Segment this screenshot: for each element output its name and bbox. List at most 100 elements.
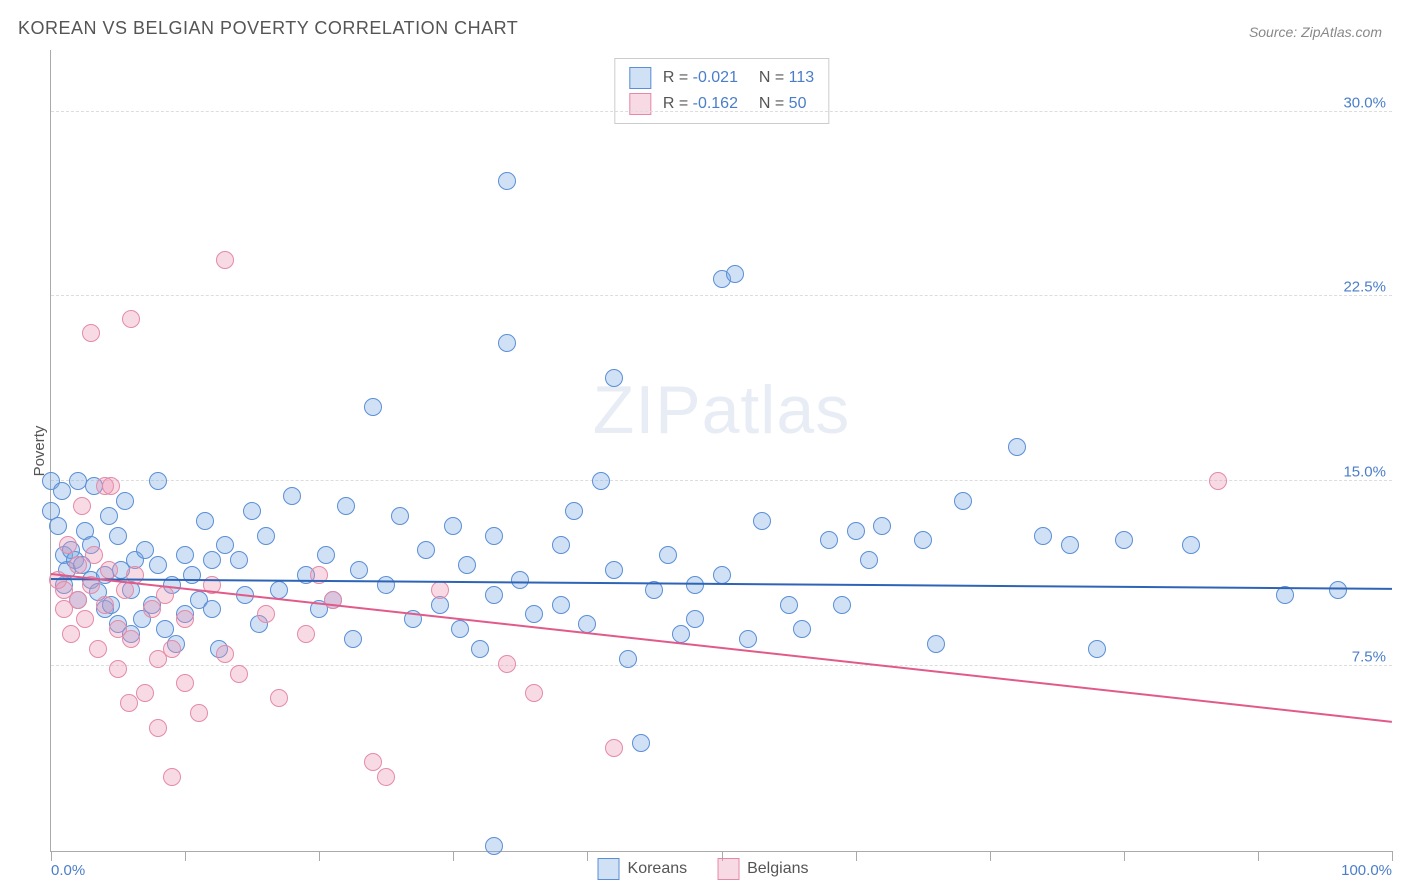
- scatter-point: [283, 487, 301, 505]
- scatter-point: [364, 753, 382, 771]
- source-attribution: Source: ZipAtlas.com: [1249, 24, 1382, 40]
- chart-title: KOREAN VS BELGIAN POVERTY CORRELATION CH…: [18, 18, 518, 39]
- scatter-point: [713, 566, 731, 584]
- x-axis-min-label: 0.0%: [51, 862, 85, 879]
- source-link[interactable]: ZipAtlas.com: [1301, 24, 1382, 40]
- scatter-point: [216, 645, 234, 663]
- scatter-point: [1088, 640, 1106, 658]
- gridline: [51, 295, 1392, 296]
- scatter-point: [605, 561, 623, 579]
- scatter-point: [183, 566, 201, 584]
- scatter-point: [525, 684, 543, 702]
- legend-item: Belgians: [717, 858, 808, 880]
- scatter-point: [672, 625, 690, 643]
- legend-label: Belgians: [747, 860, 808, 878]
- scatter-point: [122, 310, 140, 328]
- scatter-point: [176, 674, 194, 692]
- scatter-point: [122, 630, 140, 648]
- watermark-atlas: atlas: [702, 372, 851, 448]
- scatter-point: [498, 334, 516, 352]
- scatter-point: [89, 640, 107, 658]
- x-axis-max-label: 100.0%: [1341, 862, 1392, 879]
- scatter-point: [927, 635, 945, 653]
- scatter-point: [592, 472, 610, 490]
- scatter-point: [49, 517, 67, 535]
- y-axis-label: Poverty: [31, 426, 48, 477]
- scatter-point: [96, 596, 114, 614]
- scatter-point: [196, 512, 214, 530]
- scatter-point: [1182, 536, 1200, 554]
- scatter-point: [619, 650, 637, 668]
- scatter-point: [954, 492, 972, 510]
- scatter-point: [149, 472, 167, 490]
- scatter-point: [1115, 531, 1133, 549]
- source-label: Source:: [1249, 24, 1297, 40]
- scatter-point: [451, 620, 469, 638]
- scatter-point: [377, 768, 395, 786]
- scatter-point: [833, 596, 851, 614]
- scatter-point: [753, 512, 771, 530]
- x-tick: [51, 851, 52, 861]
- scatter-point: [632, 734, 650, 752]
- chart-container: Poverty ZIPatlas R = -0.021 N = 113R = -…: [50, 50, 1392, 852]
- y-tick-label: 22.5%: [1343, 279, 1386, 296]
- scatter-point: [1209, 472, 1227, 490]
- scatter-point: [485, 837, 503, 855]
- watermark: ZIPatlas: [593, 371, 850, 449]
- scatter-point: [116, 492, 134, 510]
- scatter-point: [739, 630, 757, 648]
- scatter-point: [344, 630, 362, 648]
- scatter-point: [471, 640, 489, 658]
- scatter-point: [417, 541, 435, 559]
- x-tick: [587, 851, 588, 861]
- scatter-point: [485, 586, 503, 604]
- series-legend: Koreans Belgians: [598, 858, 809, 880]
- scatter-point: [552, 536, 570, 554]
- scatter-point: [873, 517, 891, 535]
- scatter-point: [377, 576, 395, 594]
- scatter-point: [149, 719, 167, 737]
- scatter-point: [270, 581, 288, 599]
- scatter-point: [203, 600, 221, 618]
- n-label: N = 113: [750, 69, 814, 87]
- scatter-point: [69, 591, 87, 609]
- legend-swatch: [629, 93, 651, 115]
- scatter-point: [498, 655, 516, 673]
- legend-swatch: [629, 67, 651, 89]
- scatter-point: [820, 531, 838, 549]
- gridline: [51, 665, 1392, 666]
- y-tick-label: 30.0%: [1343, 94, 1386, 111]
- scatter-point: [109, 660, 127, 678]
- y-tick-label: 7.5%: [1352, 649, 1386, 666]
- scatter-point: [525, 605, 543, 623]
- x-tick: [453, 851, 454, 861]
- scatter-point: [243, 502, 261, 520]
- stats-row: R = -0.162 N = 50: [629, 91, 814, 117]
- scatter-point: [230, 551, 248, 569]
- scatter-point: [100, 561, 118, 579]
- stats-legend: R = -0.021 N = 113 R = -0.162 N = 50: [614, 58, 829, 124]
- scatter-point: [431, 581, 449, 599]
- scatter-point: [270, 689, 288, 707]
- scatter-point: [136, 684, 154, 702]
- scatter-point: [565, 502, 583, 520]
- scatter-point: [780, 596, 798, 614]
- scatter-point: [149, 556, 167, 574]
- legend-swatch: [717, 858, 739, 880]
- scatter-point: [163, 768, 181, 786]
- r-label: R = -0.021: [663, 69, 738, 87]
- scatter-point: [1034, 527, 1052, 545]
- legend-item: Koreans: [598, 858, 688, 880]
- scatter-point: [163, 640, 181, 658]
- scatter-point: [136, 541, 154, 559]
- scatter-point: [216, 536, 234, 554]
- scatter-point: [444, 517, 462, 535]
- scatter-point: [216, 251, 234, 269]
- scatter-point: [53, 482, 71, 500]
- scatter-point: [860, 551, 878, 569]
- x-tick: [1124, 851, 1125, 861]
- scatter-point: [350, 561, 368, 579]
- scatter-point: [102, 477, 120, 495]
- scatter-point: [82, 324, 100, 342]
- scatter-point: [120, 694, 138, 712]
